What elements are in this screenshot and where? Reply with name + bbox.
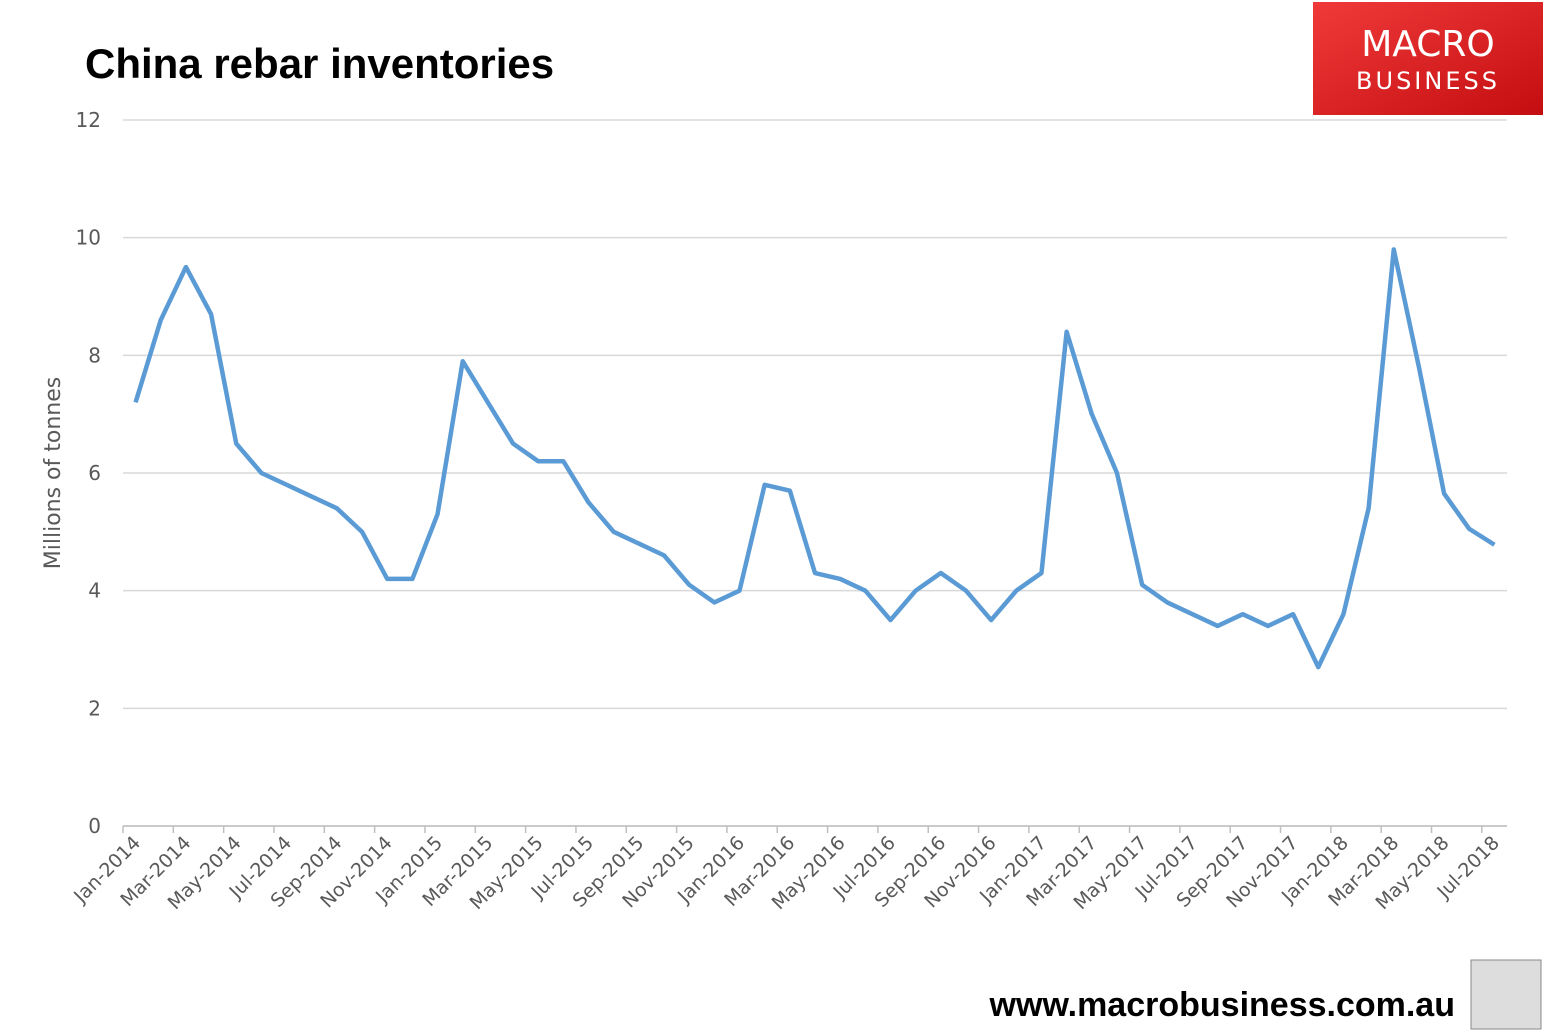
y-tick-label: 4 (88, 579, 101, 603)
chart-title: China rebar inventories (85, 40, 554, 87)
y-tick-label: 0 (88, 814, 101, 838)
logo-box (1313, 2, 1543, 115)
y-tick-label: 10 (76, 226, 101, 250)
data-line (133, 247, 1496, 670)
logo-icon (1470, 959, 1542, 1030)
y-tick-label: 8 (88, 343, 101, 367)
y-axis-label: Millions of tonnes (41, 377, 66, 569)
footer-url: www.macrobusiness.com.au (989, 986, 1455, 1024)
y-tick-label: 2 (88, 696, 101, 720)
logo-text: MACRO (1361, 24, 1495, 65)
y-tick-label: 6 (88, 461, 101, 485)
logo-text: BUSINESS (1356, 67, 1500, 95)
y-tick-label: 12 (76, 108, 101, 132)
